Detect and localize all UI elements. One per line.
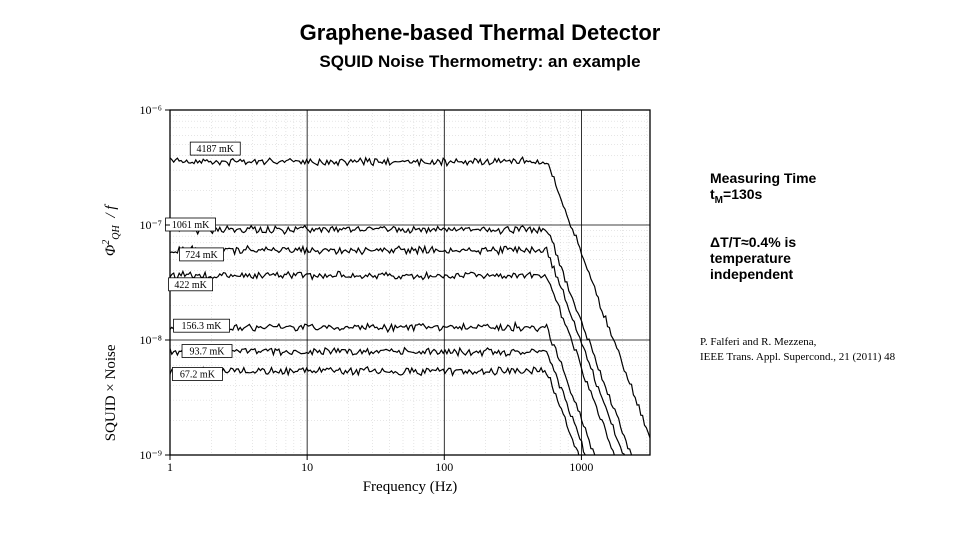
citation: P. Falferi and R. Mezzena, IEEE Trans. A… (700, 335, 950, 365)
svg-text:Frequency (Hz): Frequency (Hz) (363, 479, 458, 495)
svg-text:1061 mK: 1061 mK (172, 220, 210, 231)
svg-text:4187 mK: 4187 mK (197, 144, 235, 155)
noise-spectrum-chart: 4187 mK 1061 mK 724 mK 422 mK 156.3 mK 93.7 m… (60, 100, 670, 520)
delta-t-line3: independent (710, 266, 940, 282)
svg-text:10⁻⁸: 10⁻⁸ (139, 333, 162, 347)
svg-text:1000: 1000 (569, 460, 593, 474)
svg-text:10⁻⁹: 10⁻⁹ (139, 448, 162, 462)
delta-t-note: ΔT/T≈0.4% is temperature independent (710, 234, 940, 282)
measuring-time-note: Measuring Time tM=130s (710, 170, 940, 206)
citation-authors: P. Falferi and R. Mezzena, (700, 335, 950, 350)
svg-text:10⁻⁷: 10⁻⁷ (139, 218, 162, 232)
svg-text:100: 100 (435, 460, 453, 474)
svg-text:67.2 mK: 67.2 mK (180, 370, 216, 381)
svg-text:SQUID × Noise: SQUID × Noise (103, 344, 119, 441)
svg-text:Φ2QH / f: Φ2QH / f (101, 204, 122, 257)
svg-text:93.7 mK: 93.7 mK (190, 347, 226, 358)
chart-svg: 4187 mK 1061 mK 724 mK 422 mK 156.3 mK 93.7 m… (60, 100, 670, 520)
measuring-time-value: tM=130s (710, 186, 940, 206)
side-notes: Measuring Time tM=130s ΔT/T≈0.4% is temp… (710, 170, 940, 310)
page-title: Graphene-based Thermal Detector (0, 20, 960, 46)
measuring-time-label: Measuring Time (710, 170, 940, 186)
svg-text:724 mK: 724 mK (185, 250, 218, 261)
delta-t-line1: ΔT/T≈0.4% is (710, 234, 940, 250)
svg-text:422 mK: 422 mK (174, 280, 207, 291)
svg-text:10: 10 (301, 460, 313, 474)
delta-t-line2: temperature (710, 250, 940, 266)
svg-text:1: 1 (167, 460, 173, 474)
citation-ref: IEEE Trans. Appl. Supercond., 21 (2011) … (700, 350, 950, 365)
svg-text:10⁻⁶: 10⁻⁶ (139, 103, 162, 117)
page-subtitle: SQUID Noise Thermometry: an example (0, 52, 960, 72)
svg-text:156.3 mK: 156.3 mK (182, 321, 223, 332)
